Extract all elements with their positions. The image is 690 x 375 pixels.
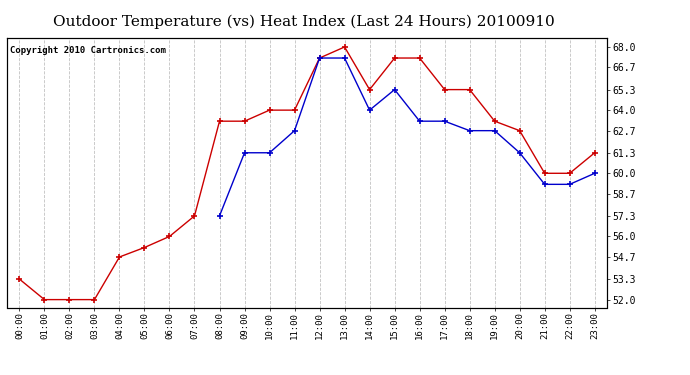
- Text: Outdoor Temperature (vs) Heat Index (Last 24 Hours) 20100910: Outdoor Temperature (vs) Heat Index (Las…: [52, 15, 555, 29]
- Text: Copyright 2010 Cartronics.com: Copyright 2010 Cartronics.com: [10, 46, 166, 55]
